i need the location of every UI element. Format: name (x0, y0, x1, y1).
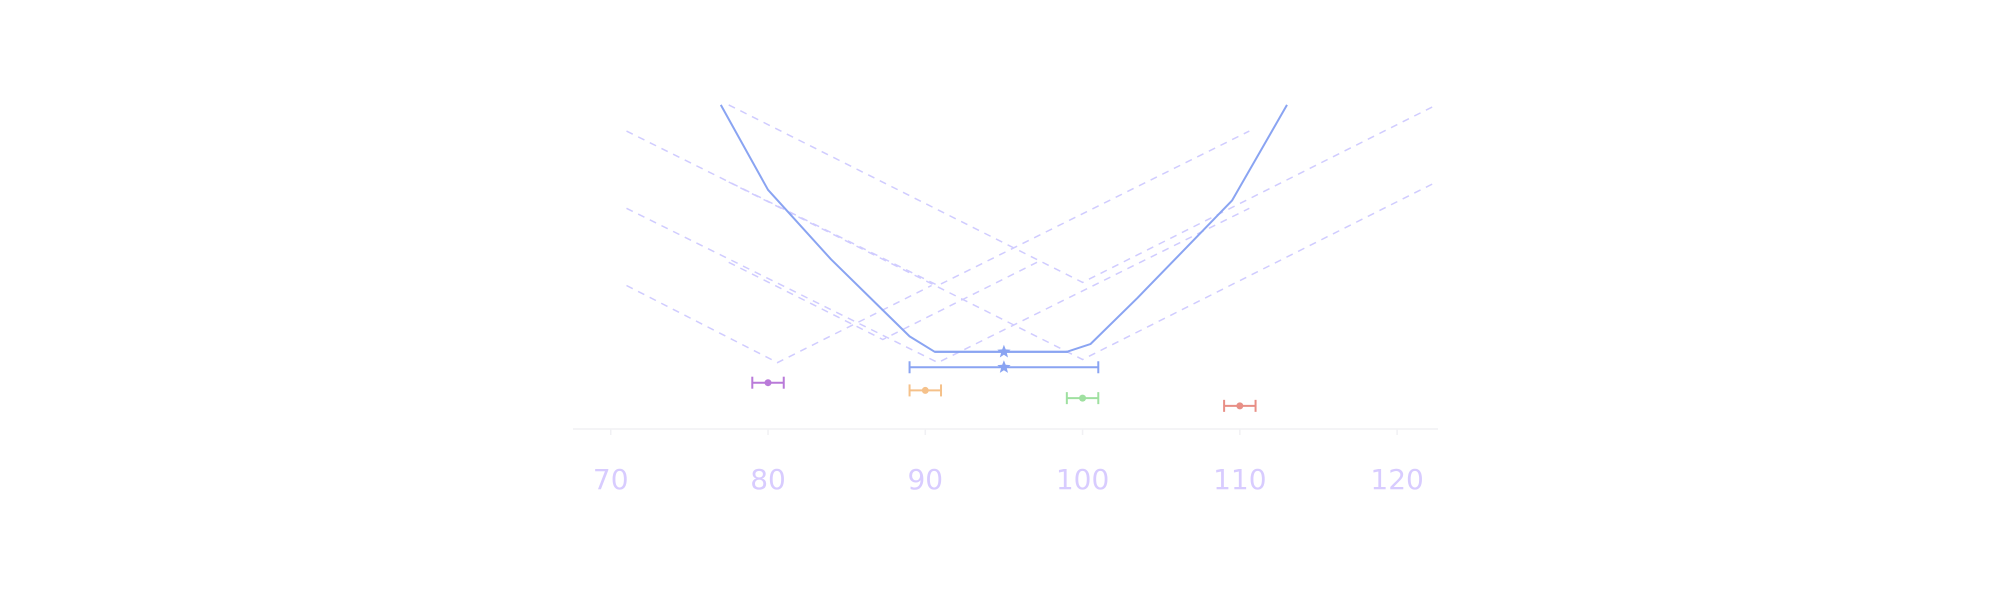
circle-marker (921, 386, 929, 394)
dashed-line-6 (728, 261, 1038, 341)
x-tick-label: 90 (907, 463, 943, 496)
interval-6 (1223, 399, 1257, 412)
x-tick-label: 120 (1370, 463, 1423, 496)
x-tick-label: 80 (750, 463, 786, 496)
envelope-series (719, 104, 1288, 353)
star-marker (997, 360, 1011, 373)
star-marker (997, 344, 1011, 358)
circle-marker (1079, 394, 1087, 402)
interval-series (751, 344, 1257, 412)
interval-1 (934, 344, 1069, 358)
dashed-line-3 (626, 284, 932, 364)
interval-5 (1065, 392, 1100, 405)
x-tick-label: 110 (1213, 463, 1266, 496)
x-axis: 70 80 90 100 110 120 (573, 428, 1438, 496)
envelope-line (719, 104, 1288, 353)
interval-3 (751, 376, 785, 389)
dashed-vee-lines (626, 104, 1437, 364)
interval-4 (908, 384, 943, 397)
x-tick-label: 70 (593, 463, 629, 496)
interval-2 (908, 360, 1100, 374)
dashed-line-2 (626, 207, 1250, 364)
dashed-line-1 (626, 130, 1250, 287)
x-tick-label: 100 (1056, 463, 1109, 496)
circle-marker (1236, 402, 1244, 410)
circle-marker (764, 379, 772, 387)
dashed-line-4 (728, 104, 1437, 284)
dashed-line-5 (728, 181, 1437, 361)
